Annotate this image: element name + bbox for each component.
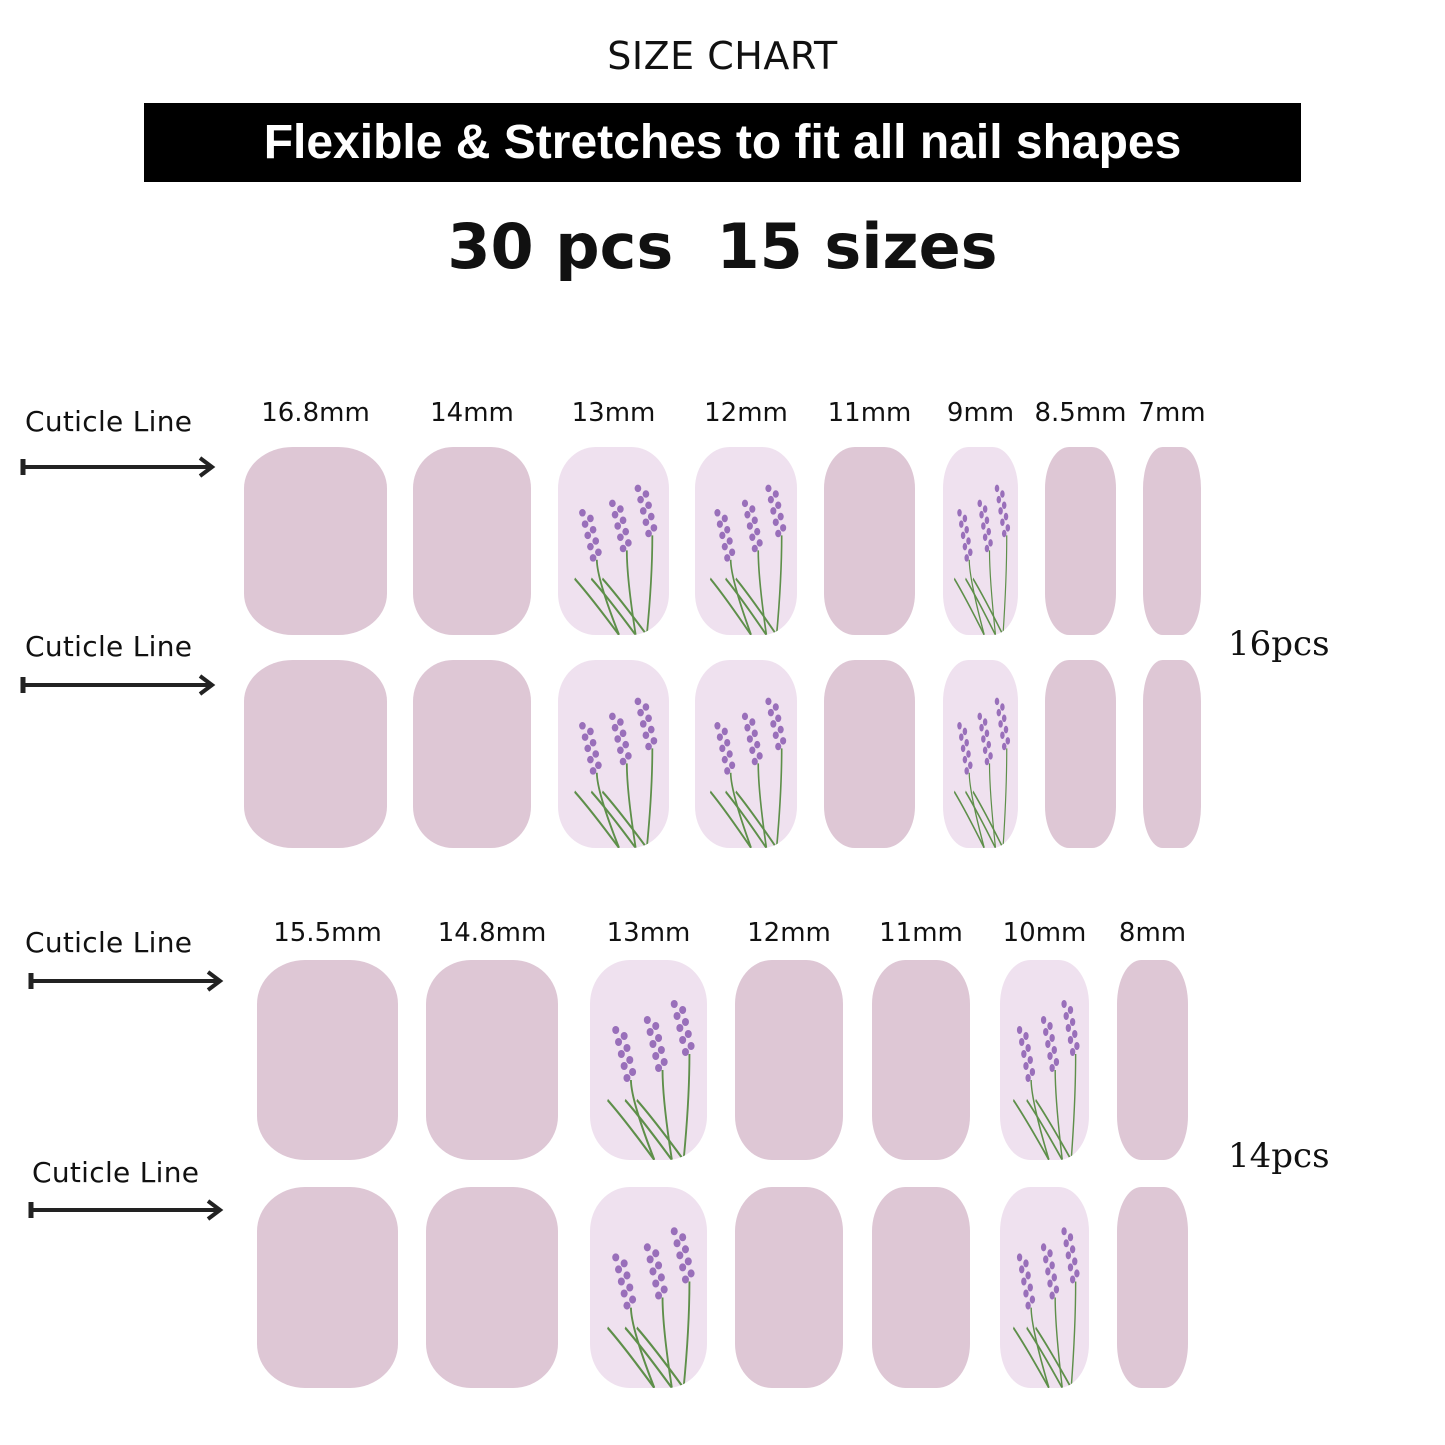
nail-floral bbox=[695, 660, 797, 848]
nail-solid bbox=[244, 660, 387, 848]
size-label: 8.5mm bbox=[1034, 398, 1127, 428]
lavender-illustration bbox=[953, 697, 1011, 848]
nail-floral bbox=[1000, 960, 1089, 1160]
size-label: 7mm bbox=[1138, 398, 1206, 428]
nail-solid bbox=[257, 960, 398, 1160]
cuticle-line-label: Cuticle Line bbox=[25, 926, 193, 959]
nail-solid bbox=[872, 1187, 970, 1388]
nail-floral bbox=[558, 447, 669, 635]
banner-container: Flexible & Stretches to fit all nail sha… bbox=[0, 103, 1445, 182]
size-label: 12mm bbox=[747, 918, 831, 948]
piece-count: 30 pcs 15 sizes bbox=[447, 210, 998, 283]
nail-solid bbox=[824, 660, 915, 848]
nail-floral bbox=[695, 447, 797, 635]
nail-floral bbox=[590, 960, 707, 1160]
size-label: 14mm bbox=[430, 398, 514, 428]
nail-floral bbox=[943, 447, 1018, 635]
size-label: 14.8mm bbox=[437, 918, 547, 948]
size-chart-title: SIZE CHART bbox=[607, 34, 838, 78]
arrow-right-icon bbox=[28, 1199, 224, 1221]
lavender-illustration bbox=[574, 484, 658, 635]
size-label: 16.8mm bbox=[261, 398, 370, 428]
size-label: 11mm bbox=[879, 918, 963, 948]
size-label: 13mm bbox=[606, 918, 691, 948]
nail-solid bbox=[1117, 1187, 1188, 1388]
nail-solid bbox=[735, 1187, 843, 1388]
nail-solid bbox=[1143, 447, 1201, 635]
nail-solid bbox=[1117, 960, 1188, 1160]
cuticle-line-label: Cuticle Line bbox=[25, 405, 193, 438]
nail-floral bbox=[1000, 1187, 1089, 1388]
lavender-illustration bbox=[1013, 1227, 1080, 1388]
nail-solid bbox=[1045, 447, 1116, 635]
cuticle-line-label: Cuticle Line bbox=[25, 630, 193, 663]
nail-floral bbox=[558, 660, 669, 848]
lavender-illustration bbox=[953, 484, 1011, 635]
banner: Flexible & Stretches to fit all nail sha… bbox=[144, 103, 1301, 182]
lavender-illustration bbox=[607, 1227, 695, 1388]
nail-solid bbox=[413, 447, 531, 635]
size-label: 9mm bbox=[946, 398, 1015, 428]
nail-solid bbox=[257, 1187, 398, 1388]
size-label: 8mm bbox=[1118, 918, 1187, 948]
lavender-illustration bbox=[574, 697, 658, 848]
nail-floral bbox=[943, 660, 1018, 848]
nail-floral bbox=[590, 1187, 707, 1388]
size-label: 10mm bbox=[1002, 918, 1087, 948]
nail-solid bbox=[1045, 660, 1116, 848]
arrow-right-icon bbox=[28, 970, 224, 992]
nail-solid bbox=[426, 960, 558, 1160]
size-label: 15.5mm bbox=[273, 918, 382, 948]
lavender-illustration bbox=[607, 1000, 695, 1160]
nail-solid bbox=[1143, 660, 1201, 848]
set1-pcs: 16pcs bbox=[1228, 624, 1330, 664]
lavender-illustration bbox=[709, 697, 787, 848]
nail-solid bbox=[872, 960, 970, 1160]
set2-pcs: 14pcs bbox=[1228, 1136, 1330, 1176]
size-label: 11mm bbox=[827, 398, 912, 428]
size-label: 13mm bbox=[571, 398, 656, 428]
nail-solid bbox=[413, 660, 531, 848]
lavender-illustration bbox=[1013, 1000, 1080, 1160]
cuticle-line-label: Cuticle Line bbox=[32, 1156, 200, 1189]
arrow-right-icon bbox=[20, 456, 216, 478]
nail-solid bbox=[735, 960, 843, 1160]
nail-solid bbox=[426, 1187, 558, 1388]
lavender-illustration bbox=[709, 484, 787, 635]
nail-solid bbox=[244, 447, 387, 635]
size-label: 12mm bbox=[704, 398, 788, 428]
nail-solid bbox=[824, 447, 915, 635]
arrow-right-icon bbox=[20, 674, 216, 696]
